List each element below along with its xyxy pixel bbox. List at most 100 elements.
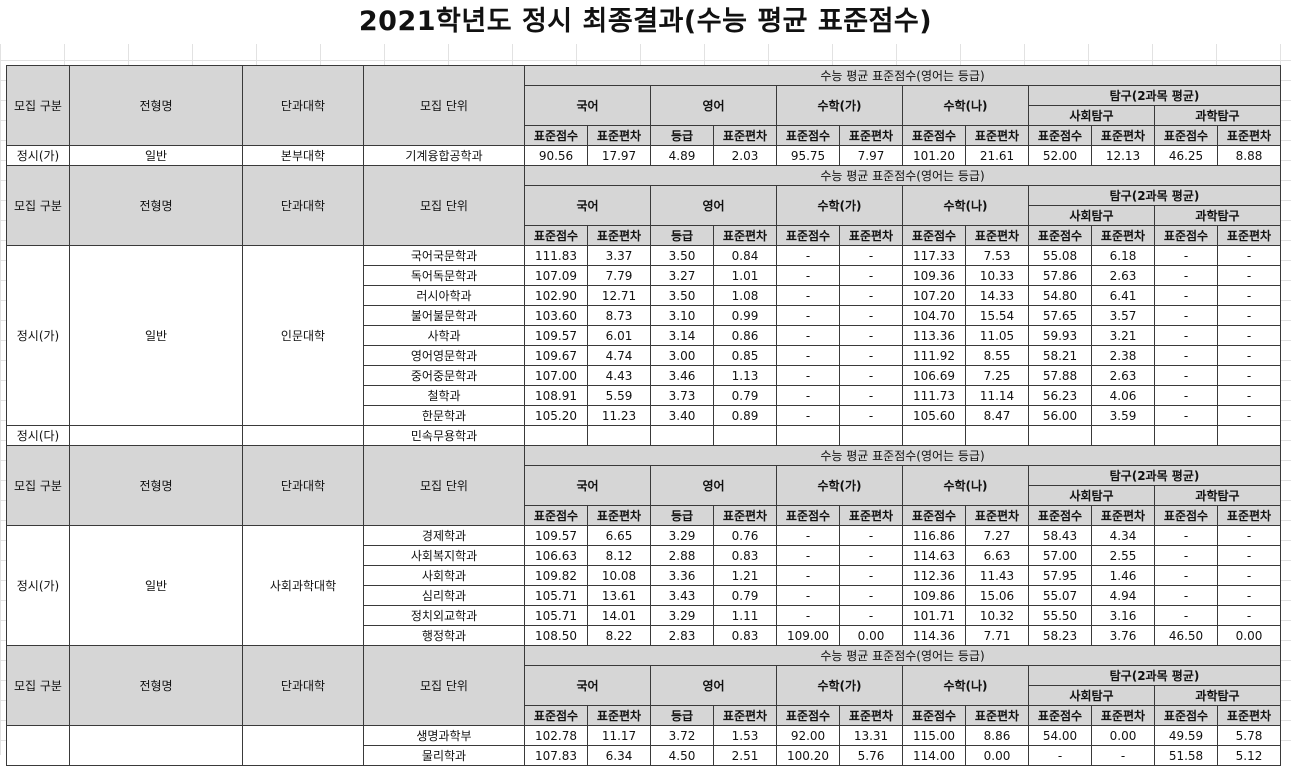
score-cell[interactable]: -: [776, 245, 840, 266]
score-cell[interactable]: 0.83: [713, 625, 777, 646]
header-suneung[interactable]: 수능 평균 표준점수(영어는 등급): [524, 445, 1281, 466]
score-cell[interactable]: 108.91: [524, 385, 588, 406]
score-cell[interactable]: -: [1154, 285, 1218, 306]
score-cell[interactable]: 114.63: [902, 545, 966, 566]
score-cell[interactable]: -: [839, 265, 903, 286]
score-cell[interactable]: 3.37: [587, 245, 651, 266]
score-cell[interactable]: 6.01: [587, 325, 651, 346]
score-cell[interactable]: 101.20: [902, 145, 966, 166]
header-tamgu[interactable]: 탐구(2과목 평균): [1028, 665, 1281, 686]
score-cell[interactable]: 106.69: [902, 365, 966, 386]
score-cell[interactable]: 10.33: [965, 265, 1029, 286]
score-cell[interactable]: 54.00: [1028, 725, 1092, 746]
score-cell[interactable]: -: [1091, 745, 1155, 766]
score-cell[interactable]: -: [1154, 305, 1218, 326]
score-cell[interactable]: 58.23: [1028, 625, 1092, 646]
unit-cell[interactable]: 심리학과: [363, 585, 525, 606]
score-cell[interactable]: -: [1217, 545, 1281, 566]
score-cell[interactable]: 4.94: [1091, 585, 1155, 606]
score-cell[interactable]: 3.16: [1091, 605, 1155, 626]
score-cell[interactable]: 103.60: [524, 305, 588, 326]
jeonhyeong-cell[interactable]: [69, 725, 243, 766]
score-cell[interactable]: 7.53: [965, 245, 1029, 266]
header-std[interactable]: 표준점수: [902, 125, 966, 146]
score-cell[interactable]: 12.71: [587, 285, 651, 306]
score-cell[interactable]: 105.71: [524, 585, 588, 606]
header-dev[interactable]: 표준편차: [713, 125, 777, 146]
score-cell[interactable]: [1091, 425, 1155, 446]
score-cell[interactable]: 13.31: [839, 725, 903, 746]
gubun-cell[interactable]: 정시(가): [6, 145, 70, 166]
score-cell[interactable]: 54.80: [1028, 285, 1092, 306]
score-cell[interactable]: 3.59: [1091, 405, 1155, 426]
jeonhyeong-cell[interactable]: 일반: [69, 245, 243, 426]
score-cell[interactable]: 7.71: [965, 625, 1029, 646]
score-cell[interactable]: 107.83: [524, 745, 588, 766]
score-cell[interactable]: [524, 425, 588, 446]
score-cell[interactable]: 115.00: [902, 725, 966, 746]
score-cell[interactable]: -: [1154, 605, 1218, 626]
header-std[interactable]: 표준점수: [1028, 705, 1092, 726]
header-std[interactable]: 표준점수: [524, 505, 588, 526]
unit-cell[interactable]: 민속무용학과: [363, 425, 525, 446]
score-cell[interactable]: 117.33: [902, 245, 966, 266]
score-cell[interactable]: -: [1154, 525, 1218, 546]
score-cell[interactable]: 5.78: [1217, 725, 1281, 746]
header-dev[interactable]: 표준편차: [1217, 705, 1281, 726]
score-cell[interactable]: 0.79: [713, 585, 777, 606]
score-cell[interactable]: -: [839, 305, 903, 326]
score-cell[interactable]: 109.57: [524, 525, 588, 546]
score-cell[interactable]: 55.07: [1028, 585, 1092, 606]
score-cell[interactable]: 111.73: [902, 385, 966, 406]
score-cell[interactable]: -: [1154, 405, 1218, 426]
score-cell[interactable]: 0.84: [713, 245, 777, 266]
score-cell[interactable]: 6.34: [587, 745, 651, 766]
header-suneung[interactable]: 수능 평균 표준점수(영어는 등급): [524, 65, 1281, 86]
header-dev[interactable]: 표준편차: [965, 505, 1029, 526]
header-dev[interactable]: 표준편차: [965, 705, 1029, 726]
score-cell[interactable]: 3.29: [650, 605, 714, 626]
header-dev[interactable]: 표준편차: [965, 225, 1029, 246]
header-gubun[interactable]: 모집 구분: [6, 165, 70, 246]
score-cell[interactable]: [1154, 425, 1218, 446]
header-std[interactable]: 표준점수: [776, 505, 840, 526]
score-cell[interactable]: 51.58: [1154, 745, 1218, 766]
header-suneung[interactable]: 수능 평균 표준점수(영어는 등급): [524, 165, 1281, 186]
score-cell[interactable]: 2.38: [1091, 345, 1155, 366]
score-cell[interactable]: 7.79: [587, 265, 651, 286]
score-cell[interactable]: 0.76: [713, 525, 777, 546]
score-cell[interactable]: 15.06: [965, 585, 1029, 606]
score-cell[interactable]: 6.63: [965, 545, 1029, 566]
unit-cell[interactable]: 생명과학부: [363, 725, 525, 746]
score-cell[interactable]: 57.88: [1028, 365, 1092, 386]
score-cell[interactable]: 55.08: [1028, 245, 1092, 266]
score-cell[interactable]: 105.71: [524, 605, 588, 626]
score-cell[interactable]: -: [839, 545, 903, 566]
score-cell[interactable]: 109.00: [776, 625, 840, 646]
score-cell[interactable]: 10.08: [587, 565, 651, 586]
header-college[interactable]: 단과대학: [242, 165, 364, 246]
unit-cell[interactable]: 행정학과: [363, 625, 525, 646]
score-cell[interactable]: 1.53: [713, 725, 777, 746]
header-science[interactable]: 과학탐구: [1154, 685, 1281, 706]
score-cell[interactable]: 3.76: [1091, 625, 1155, 646]
score-cell[interactable]: 4.34: [1091, 525, 1155, 546]
score-cell[interactable]: 56.00: [1028, 405, 1092, 426]
score-cell[interactable]: -: [839, 605, 903, 626]
unit-cell[interactable]: 국어국문학과: [363, 245, 525, 266]
score-cell[interactable]: 3.21: [1091, 325, 1155, 346]
header-jeonhyeong[interactable]: 전형명: [69, 165, 243, 246]
score-cell[interactable]: 3.14: [650, 325, 714, 346]
score-cell[interactable]: 0.00: [1217, 625, 1281, 646]
jeonhyeong-cell[interactable]: 일반: [69, 145, 243, 166]
score-cell[interactable]: 109.86: [902, 585, 966, 606]
score-cell[interactable]: 8.47: [965, 405, 1029, 426]
score-cell[interactable]: -: [776, 265, 840, 286]
score-cell[interactable]: 109.82: [524, 565, 588, 586]
score-cell[interactable]: 0.79: [713, 385, 777, 406]
score-cell[interactable]: 11.05: [965, 325, 1029, 346]
score-cell[interactable]: -: [1154, 245, 1218, 266]
score-cell[interactable]: 7.97: [839, 145, 903, 166]
score-cell[interactable]: -: [1154, 345, 1218, 366]
score-cell[interactable]: 105.20: [524, 405, 588, 426]
